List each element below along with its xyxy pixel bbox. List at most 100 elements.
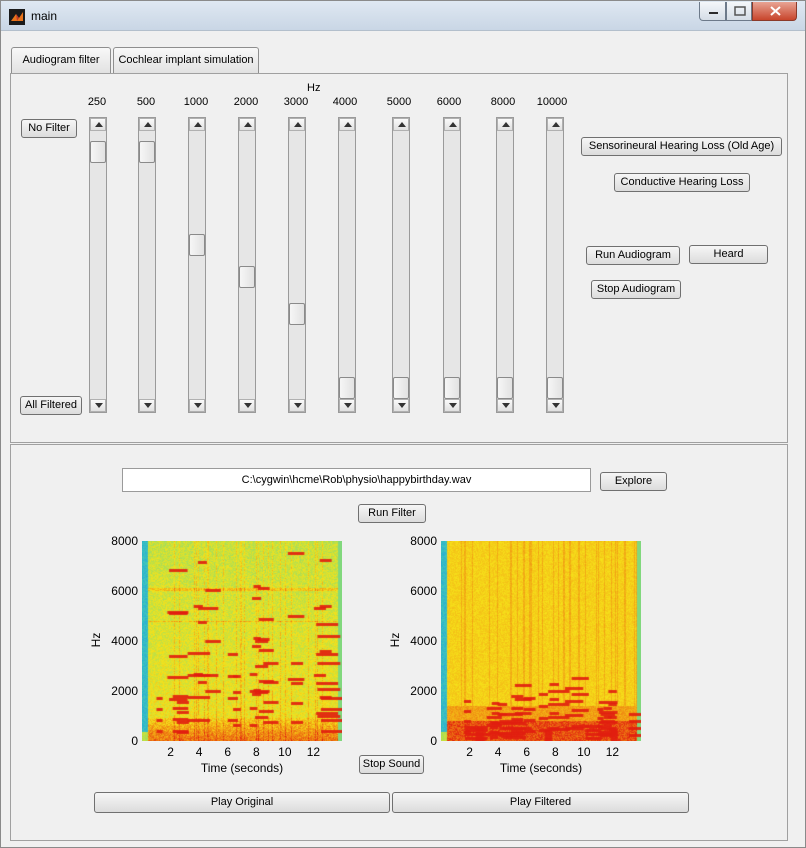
slider-thumb[interactable] xyxy=(90,141,106,163)
arrow-up-icon xyxy=(398,122,406,127)
slider-250[interactable] xyxy=(89,117,107,413)
arrow-up-icon xyxy=(502,122,510,127)
arrow-down-icon xyxy=(502,403,510,408)
slider-up-button[interactable] xyxy=(189,118,205,131)
slider-down-button[interactable] xyxy=(90,399,106,412)
y-tick-label: 6000 xyxy=(111,584,138,598)
slider-down-button[interactable] xyxy=(444,399,460,412)
arrow-down-icon xyxy=(398,403,406,408)
slider-thumb[interactable] xyxy=(393,377,409,399)
slider-down-button[interactable] xyxy=(289,399,305,412)
filtered-spectrogram-image xyxy=(441,541,641,741)
all-filtered-button[interactable]: All Filtered xyxy=(20,396,82,415)
y-axis-label: Hz xyxy=(89,632,103,648)
slider-up-button[interactable] xyxy=(497,118,513,131)
y-tick-label: 8000 xyxy=(111,534,138,548)
hz-unit-label: Hz xyxy=(307,82,321,94)
arrow-up-icon xyxy=(244,122,252,127)
y-tick-label: 2000 xyxy=(410,684,437,698)
x-axis-label: Time (seconds) xyxy=(499,761,583,775)
slider-up-button[interactable] xyxy=(547,118,563,131)
x-tick-label: 12 xyxy=(605,745,620,759)
title-bar[interactable]: main xyxy=(1,1,805,31)
slider-up-button[interactable] xyxy=(339,118,355,131)
freq-label-8000: 8000 xyxy=(490,96,516,108)
slider-up-button[interactable] xyxy=(393,118,409,131)
conductive-loss-button[interactable]: Conductive Hearing Loss xyxy=(614,173,750,192)
stop-sound-button[interactable]: Stop Sound xyxy=(359,755,424,774)
slider-thumb[interactable] xyxy=(189,234,205,256)
slider-10000[interactable] xyxy=(546,117,564,413)
y-tick-label: 8000 xyxy=(410,534,437,548)
slider-3000[interactable] xyxy=(288,117,306,413)
slider-thumb[interactable] xyxy=(444,377,460,399)
file-path-field[interactable]: C:\cygwin\hcme\Rob\physio\happybirthday.… xyxy=(122,468,591,492)
slider-down-button[interactable] xyxy=(139,399,155,412)
freq-label-3000: 3000 xyxy=(283,96,309,108)
filtered-spectrogram xyxy=(441,541,641,741)
slider-thumb[interactable] xyxy=(289,303,305,325)
slider-up-button[interactable] xyxy=(289,118,305,131)
slider-2000[interactable] xyxy=(238,117,256,413)
x-tick-label: 4 xyxy=(494,745,502,759)
x-tick-label: 4 xyxy=(195,745,203,759)
slider-thumb[interactable] xyxy=(139,141,155,163)
play-original-button[interactable]: Play Original xyxy=(94,792,390,813)
run-audiogram-button[interactable]: Run Audiogram xyxy=(586,246,680,265)
slider-6000[interactable] xyxy=(443,117,461,413)
tab-audiogram-filter[interactable]: Audiogram filter xyxy=(11,47,111,73)
arrow-up-icon xyxy=(95,122,103,127)
slider-up-button[interactable] xyxy=(239,118,255,131)
slider-down-button[interactable] xyxy=(497,399,513,412)
arrow-down-icon xyxy=(344,403,352,408)
arrow-up-icon xyxy=(144,122,152,127)
x-tick-label: 6 xyxy=(224,745,232,759)
slider-up-button[interactable] xyxy=(139,118,155,131)
slider-down-button[interactable] xyxy=(393,399,409,412)
sensorineural-loss-button[interactable]: Sensorineural Hearing Loss (Old Age) xyxy=(581,137,782,156)
explore-button[interactable]: Explore xyxy=(600,472,667,491)
freq-label-250: 250 xyxy=(87,96,107,108)
minimize-button[interactable] xyxy=(699,2,726,21)
x-tick-label: 10 xyxy=(278,745,292,759)
slider-down-button[interactable] xyxy=(339,399,355,412)
arrow-down-icon xyxy=(244,403,252,408)
arrow-up-icon xyxy=(194,122,202,127)
freq-label-2000: 2000 xyxy=(233,96,259,108)
close-button[interactable] xyxy=(752,2,797,21)
slider-down-button[interactable] xyxy=(547,399,563,412)
x-tick-label: 12 xyxy=(306,745,321,759)
arrow-up-icon xyxy=(294,122,302,127)
x-tick-label: 8 xyxy=(551,745,559,759)
stop-audiogram-button[interactable]: Stop Audiogram xyxy=(591,280,681,299)
arrow-up-icon xyxy=(449,122,457,127)
freq-label-4000: 4000 xyxy=(332,96,358,108)
no-filter-button[interactable]: No Filter xyxy=(21,119,77,138)
slider-thumb[interactable] xyxy=(497,377,513,399)
slider-4000[interactable] xyxy=(338,117,356,413)
slider-down-button[interactable] xyxy=(239,399,255,412)
arrow-up-icon xyxy=(552,122,560,127)
y-tick-label: 6000 xyxy=(410,584,437,598)
heard-button[interactable]: Heard xyxy=(689,245,768,264)
slider-1000[interactable] xyxy=(188,117,206,413)
slider-down-button[interactable] xyxy=(189,399,205,412)
tab-cochlear-implant[interactable]: Cochlear implant simulation xyxy=(113,47,259,73)
y-tick-label: 4000 xyxy=(410,634,437,648)
play-filtered-button[interactable]: Play Filtered xyxy=(392,792,689,813)
y-tick-label: 4000 xyxy=(111,634,138,648)
slider-8000[interactable] xyxy=(496,117,514,413)
slider-5000[interactable] xyxy=(392,117,410,413)
maximize-button[interactable] xyxy=(726,2,752,21)
slider-up-button[interactable] xyxy=(90,118,106,131)
slider-500[interactable] xyxy=(138,117,156,413)
slider-thumb[interactable] xyxy=(547,377,563,399)
arrow-down-icon xyxy=(449,403,457,408)
slider-thumb[interactable] xyxy=(339,377,355,399)
slider-thumb[interactable] xyxy=(239,266,255,288)
x-tick-label: 2 xyxy=(167,745,174,759)
x-axis-label: Time (seconds) xyxy=(200,761,284,775)
run-filter-button[interactable]: Run Filter xyxy=(358,504,426,523)
slider-up-button[interactable] xyxy=(444,118,460,131)
